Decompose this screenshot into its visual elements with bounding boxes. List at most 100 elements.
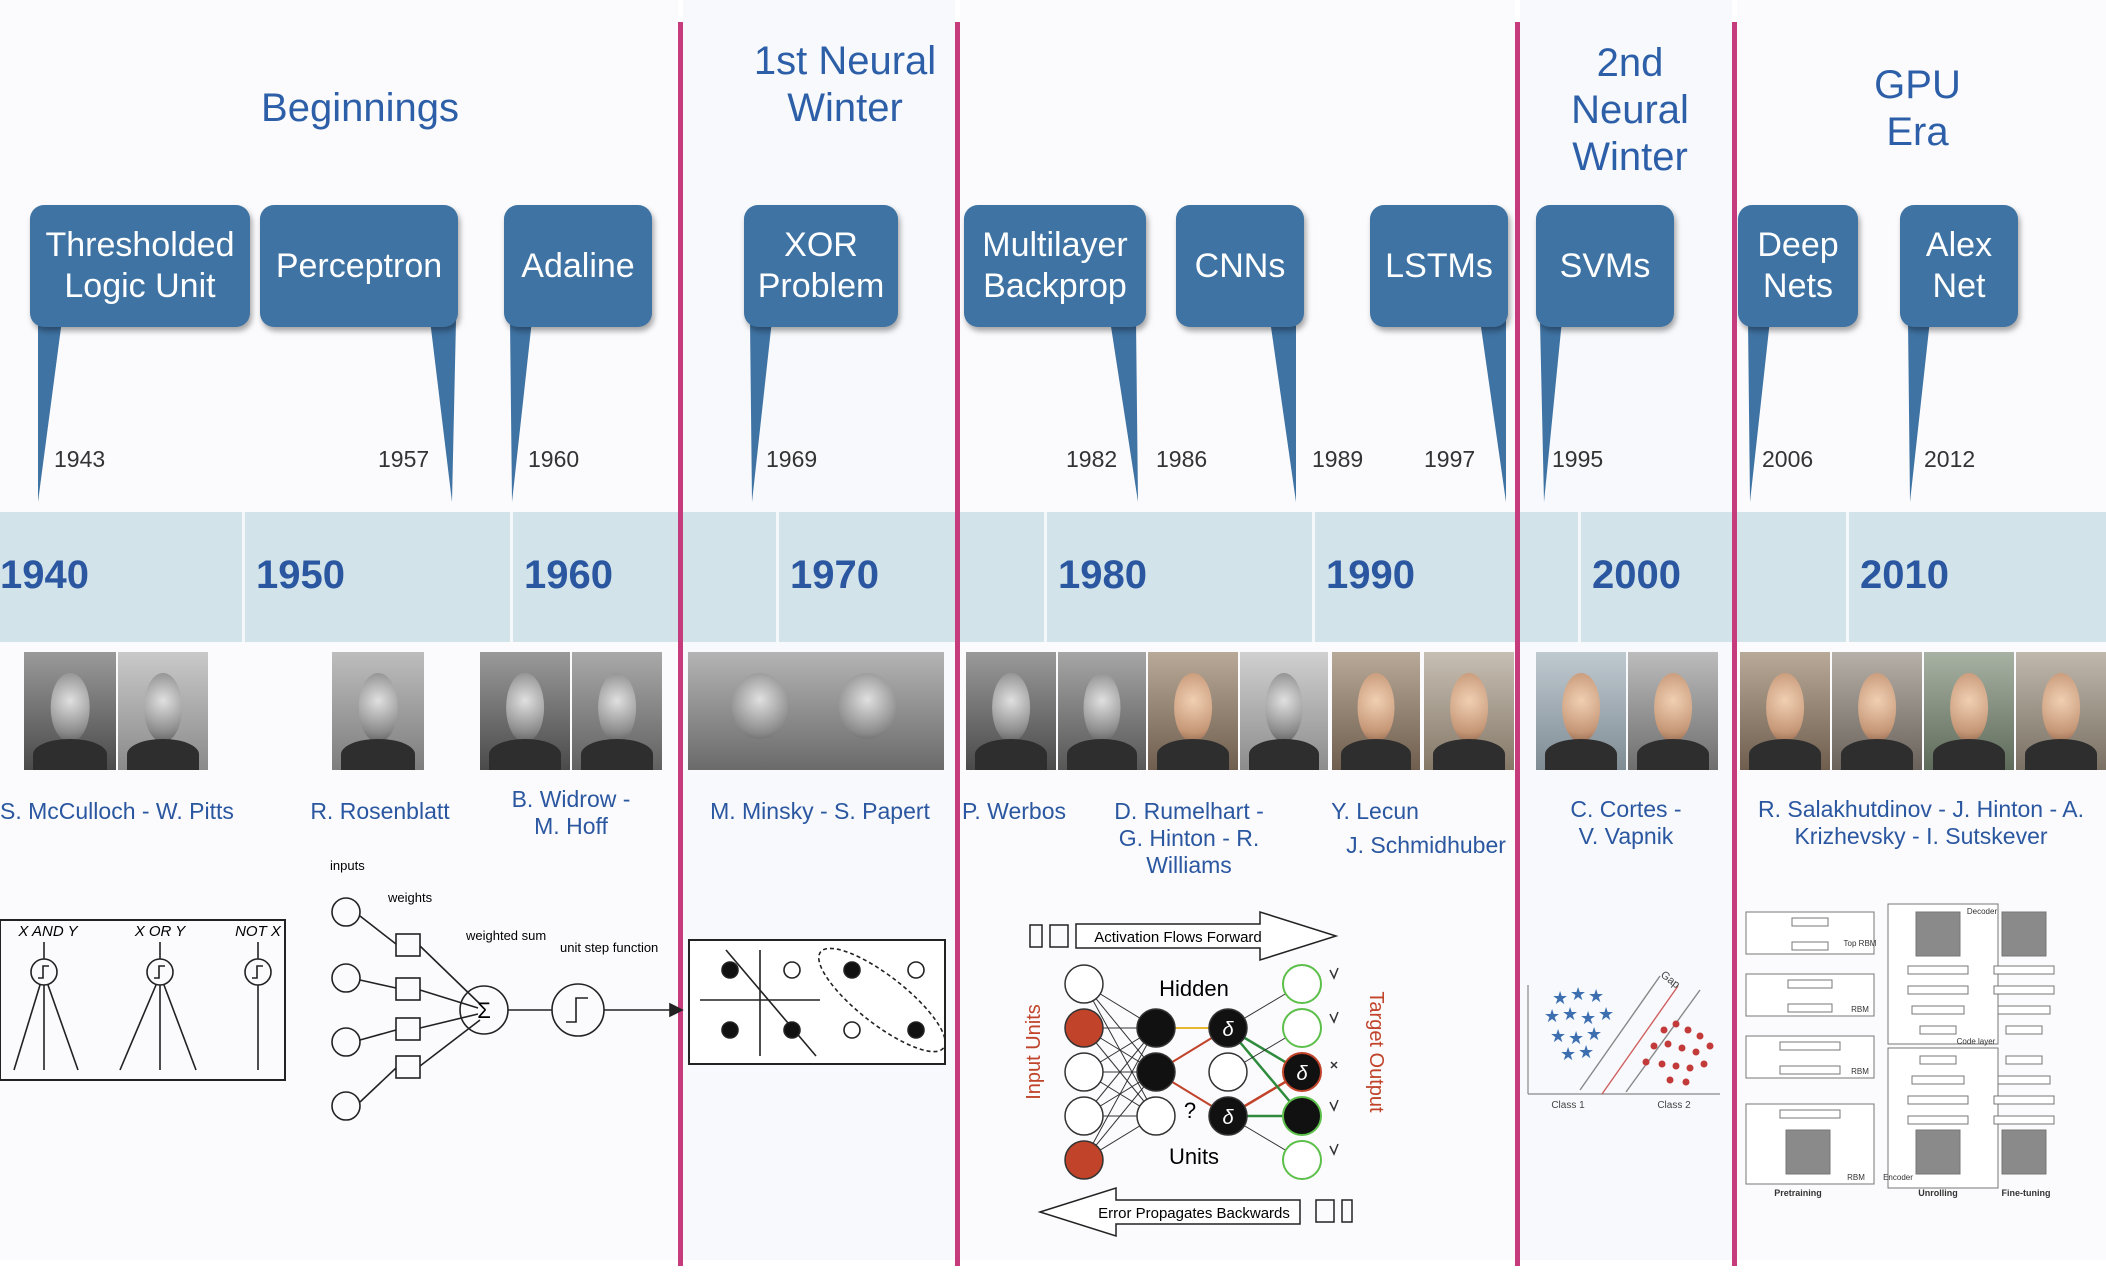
- dbn-rbm-label-2: RBM: [1851, 1067, 1869, 1076]
- bp-connections: [1083, 983, 1303, 1161]
- bp-square-1: [1029, 924, 1043, 948]
- dbn-unrolling-stack: [1887, 903, 1999, 1189]
- dbn-rbm-label-1: RBM: [1851, 1005, 1869, 1014]
- decade-2010: 2010: [1860, 553, 1949, 597]
- photo-werbos: [966, 652, 1056, 770]
- callout-thresholded-logic-unit: Thresholded Logic Unit: [30, 205, 250, 327]
- photo-rumelhart: [1058, 652, 1146, 770]
- decade-1970: 1970: [790, 553, 879, 597]
- photo-mcculloch: [24, 652, 116, 770]
- year-1957: 1957: [378, 446, 430, 472]
- logic-or-label: X OR Y: [134, 923, 187, 940]
- svg-text:★: ★: [1552, 988, 1568, 1008]
- band-separator-2000: [1578, 512, 1581, 642]
- era-title-beginnings: Beginnings: [261, 86, 459, 130]
- name-minsky-papert: M. Minsky - S. Papert: [710, 798, 930, 824]
- year-1969: 1969: [766, 446, 818, 472]
- perceptron-inputs-label: inputs: [330, 858, 365, 873]
- dbn-finetuning-stack: [1993, 911, 2055, 1175]
- bp-delta-1: δ: [1222, 1019, 1234, 1041]
- year-1986: 1986: [1156, 446, 1208, 472]
- name-rumelhart-hinton-williams-text: D. Rumelhart - G. Hinton - R. Williams: [1114, 798, 1264, 878]
- perceptron-sum-symbol: Σ: [477, 998, 491, 1023]
- name-cortes-vapnik: C. Cortes - V. Vapnik: [1560, 796, 1692, 850]
- perceptron-weights-label: weights: [387, 890, 433, 905]
- name-schmidhuber: J. Schmidhuber: [1346, 832, 1506, 858]
- decade-1980: 1980: [1058, 553, 1147, 597]
- dbn-finetuning-label: Fine-tuning: [2002, 1188, 2051, 1198]
- svm-diagram: Gap ★ ★ ★ ★ ★ ★ ★ ★ ★ ★ ★ ★ Class 1 Class 2: [1527, 969, 1720, 1111]
- era-title-second-winter-text: 2nd Neural Winter: [1571, 41, 1689, 179]
- era-title-gpu-text: GPU Era: [1874, 63, 1961, 154]
- decade-1960: 1960: [524, 553, 613, 597]
- name-gpu-era-people-text: R. Salakhutdinov - J. Hinton - A. Krizhe…: [1758, 796, 2084, 849]
- band-separator-1990: [1312, 512, 1315, 642]
- band-separator-1960: [510, 512, 513, 642]
- perceptron-diagram: inputs weights weighted sum unit step fu…: [330, 858, 684, 1121]
- photo-minsky-papert: [688, 652, 944, 770]
- bp-input-layer: [1064, 964, 1104, 1180]
- photo-hoff: [572, 652, 662, 770]
- decade-1950: 1950: [256, 553, 345, 597]
- dbn-rbm-label-3: RBM: [1847, 1173, 1865, 1182]
- decade-1940: 1940: [0, 553, 89, 597]
- svm-axes: [1527, 985, 1720, 1095]
- bp-delta-3: δ: [1296, 1063, 1308, 1085]
- photo-rosenblatt: [332, 652, 424, 770]
- name-mcculloch-pitts: S. McCulloch - W. Pitts: [0, 798, 234, 824]
- logic-units-diagram: X AND Y X OR Y NOT X: [0, 919, 286, 1081]
- decade-1990: 1990: [1326, 553, 1415, 597]
- dbn-code-layer-label: Code layer: [1957, 1037, 1996, 1046]
- tail-backprop: [1110, 320, 1138, 502]
- logic-units-frame: [0, 919, 286, 1081]
- xor-right-panel: [817, 947, 947, 1053]
- perceptron-network: [331, 897, 684, 1121]
- band-separator-1950: [242, 512, 245, 642]
- year-1997: 1997: [1424, 446, 1476, 472]
- svm-class1-points: ★ ★ ★ ★ ★ ★ ★ ★ ★ ★ ★ ★: [1544, 984, 1614, 1064]
- year-2006: 2006: [1762, 446, 1814, 472]
- bp-delta-2: δ: [1222, 1107, 1234, 1129]
- callout-xor-problem: XOR Problem: [744, 205, 898, 327]
- dbn-top-rbm-label: Top RBM: [1844, 939, 1877, 948]
- dbn-pretraining-label: Pretraining: [1774, 1188, 1822, 1198]
- photo-sutskever: [2016, 652, 2106, 770]
- callout-lstms: LSTMs: [1370, 205, 1508, 327]
- bp-hidden-layer: [1136, 1008, 1248, 1136]
- name-widrow-hoff-text: B. Widrow - M. Hoff: [511, 786, 631, 839]
- logic-and-unit: [13, 942, 79, 1071]
- photo-lecun: [1332, 652, 1420, 770]
- year-1995: 1995: [1552, 446, 1604, 472]
- bp-hidden-label: Hidden: [1159, 976, 1229, 1001]
- svm-class1-label: Class 1: [1551, 1100, 1585, 1111]
- callout-multilayer-backprop: Multilayer Backprop: [964, 205, 1146, 327]
- bp-backward-label: Error Propagates Backwards: [1098, 1205, 1290, 1222]
- dbn-encoder-label: Encoder: [1883, 1173, 1913, 1182]
- name-rosenblatt: R. Rosenblatt: [310, 798, 450, 824]
- name-gpu-era-people: R. Salakhutdinov - J. Hinton - A. Krizhe…: [1756, 796, 2086, 850]
- bp-target-output-label: Target Output: [1365, 991, 1387, 1113]
- bp-backward-arrow: [1037, 1186, 1301, 1238]
- bp-square-3: [1315, 1199, 1335, 1223]
- photo-schmidhuber: [1424, 652, 1514, 770]
- photo-krizhevsky: [1924, 652, 2014, 770]
- logic-not-unit: [244, 942, 272, 1070]
- photo-salakhutdinov: [1740, 652, 1830, 770]
- tail-svms: [1540, 320, 1562, 502]
- name-werbos: P. Werbos: [962, 798, 1066, 824]
- era-title-first-winter-text: 1st Neural Winter: [753, 39, 937, 130]
- callout-svms: SVMs: [1536, 205, 1674, 327]
- bp-input-units-label: Input Units: [1023, 1004, 1045, 1100]
- year-1982: 1982: [1066, 446, 1118, 472]
- svg-text:★: ★: [1598, 1004, 1614, 1024]
- svm-class2-label: Class 2: [1657, 1100, 1691, 1111]
- decade-band: [0, 512, 2106, 642]
- bp-check-marks: [1329, 967, 1339, 1156]
- name-widrow-hoff: B. Widrow - M. Hoff: [496, 786, 646, 840]
- era-divider-2: [955, 22, 960, 1266]
- era-divider-1: [678, 22, 683, 1266]
- xor-left-panel: [700, 949, 820, 1057]
- bp-forward-arrow: [1075, 910, 1339, 962]
- band-separator-1980: [1044, 512, 1047, 642]
